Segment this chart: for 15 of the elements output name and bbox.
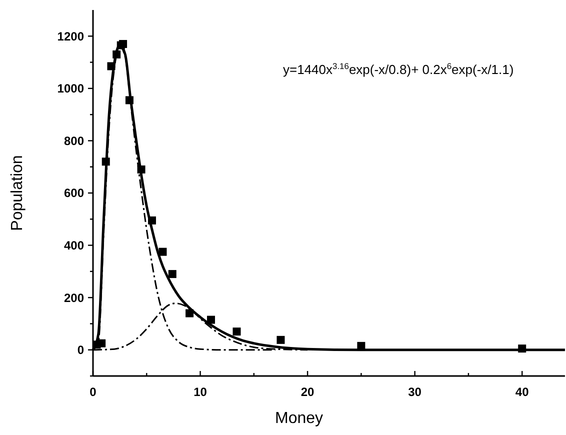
y-tick-label: 1200: [57, 29, 84, 44]
x-tick-label: 30: [408, 385, 422, 399]
x-tick-label: 20: [300, 385, 315, 399]
y-tick-label: 200: [64, 290, 84, 305]
x-tick-label: 10: [194, 385, 208, 399]
x-axis-title: Money: [274, 410, 324, 427]
x-tick-label: 40: [515, 385, 530, 399]
y-tick-label: 600: [64, 186, 84, 200]
y-tick-label: 1000: [57, 82, 84, 96]
x-tick-label: 0: [90, 385, 97, 399]
annotation: y=1440x$^{3.16}$exp(-x/0.8)+ 0.2x$^{6}$exp(-x/1.1): [283, 61, 514, 77]
y-tick-label: 0: [77, 343, 84, 358]
y-tick-label: 800: [64, 134, 84, 148]
y-tick-label: 400: [64, 238, 84, 252]
y-axis-title: Population: [9, 155, 26, 231]
